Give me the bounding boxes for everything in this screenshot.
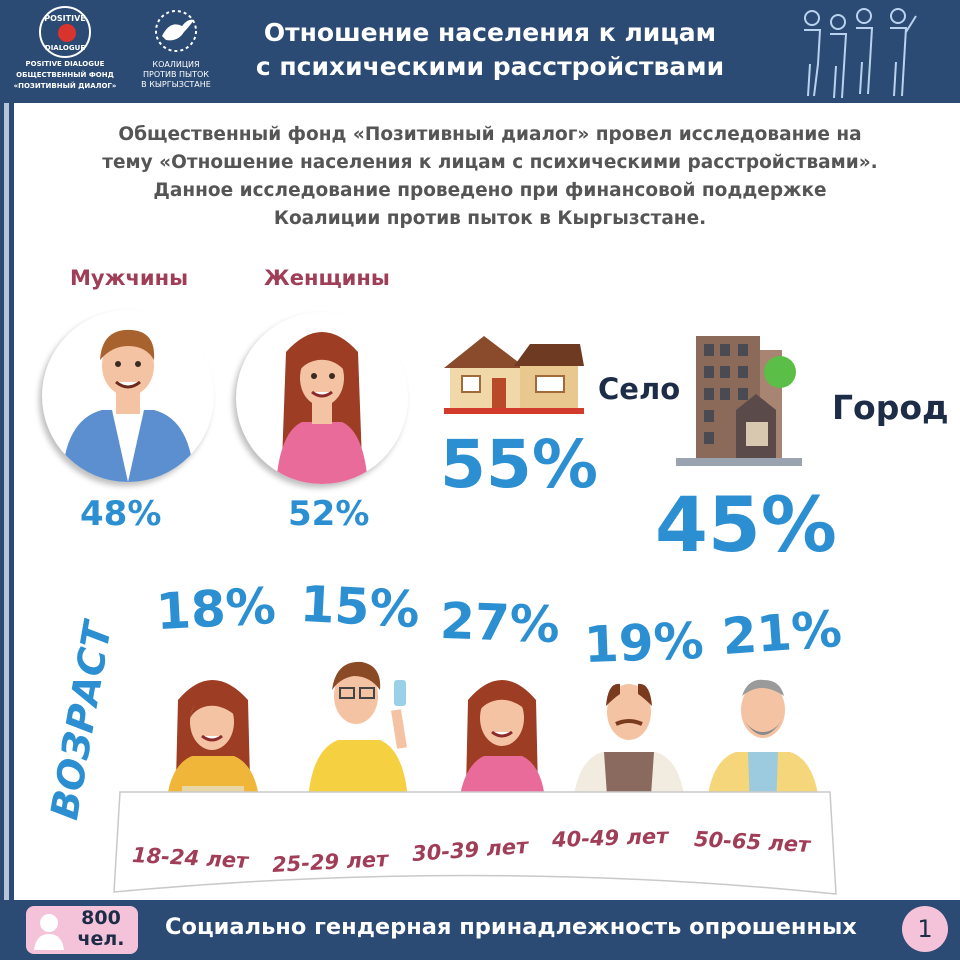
respondent-count-unit: чел. xyxy=(77,928,125,950)
city-label: Город xyxy=(832,388,949,427)
person-icon xyxy=(34,914,64,950)
side-bar-stripe xyxy=(4,103,9,900)
positive-dialogue-logo: POSITIVE DIALOGUE POSITIVE DIALOGUE ОБЩЕ… xyxy=(10,6,120,98)
coalition-logo: КОАЛИЦИЯ ПРОТИВ ПЫТОК В КЫРГЫЗСТАНЕ xyxy=(128,6,224,98)
young-woman-figure-icon xyxy=(166,680,260,810)
respondent-count-badge: 800 чел. xyxy=(26,906,138,954)
man-with-phone-figure-icon xyxy=(308,661,408,800)
intro-line-4: Коалиции против пыток в Кыргызстане. xyxy=(273,208,707,229)
intro-line-2: тему «Отношение населения к лицам с псих… xyxy=(102,152,878,173)
logo2-line1: КОАЛИЦИЯ xyxy=(152,60,200,69)
age-percent-50-65: 21% xyxy=(720,599,844,667)
intro-line-1: Общественный фонд «Позитивный диалог» пр… xyxy=(118,124,862,145)
logo2-line2: ПРОТИВ ПЫТОК xyxy=(143,70,209,79)
village-percent: 55% xyxy=(440,426,598,503)
age-percent-30-39: 27% xyxy=(439,591,561,655)
logo1-line1: POSITIVE DIALOGUE xyxy=(25,60,105,68)
logo-circle-top-text: POSITIVE xyxy=(44,14,86,23)
women-label: Женщины xyxy=(264,266,390,290)
page-title: Отношение населения к лицам с психически… xyxy=(200,16,780,84)
title-line-1: Отношение населения к лицам xyxy=(263,18,717,47)
logo1-line3: «ПОЗИТИВНЫЙ ДИАЛОГ» xyxy=(13,82,117,90)
logo-figure-icon xyxy=(58,24,76,42)
woman-avatar xyxy=(236,312,408,484)
header-bar: POSITIVE DIALOGUE POSITIVE DIALOGUE ОБЩЕ… xyxy=(0,0,960,103)
intro-line-3: Данное исследование проведено при финанс… xyxy=(153,180,827,201)
dove-icon xyxy=(155,10,197,52)
age-ribbon-banner xyxy=(113,791,837,895)
age-heading: ВОЗРАСТ xyxy=(42,618,121,823)
women-percent: 52% xyxy=(288,494,370,534)
woman-illustration-icon xyxy=(276,332,368,484)
left-side-bar xyxy=(0,103,14,900)
man-illustration-icon xyxy=(62,329,194,482)
city-percent: 45% xyxy=(655,480,837,569)
age-percent-18-24: 18% xyxy=(154,576,278,642)
house-icon xyxy=(444,336,584,414)
respondent-count: 800 чел. xyxy=(70,908,132,950)
man-avatar xyxy=(42,310,214,482)
intro-text: Общественный фонд «Позитивный диалог» пр… xyxy=(40,121,940,233)
footer-caption: Социально гендерная принадлежность опрош… xyxy=(165,914,857,940)
positive-dialogue-emblem-icon: POSITIVE DIALOGUE xyxy=(39,6,91,58)
logo2-line3: В КЫРГЫЗСТАНЕ xyxy=(141,80,211,89)
respondent-count-number: 800 xyxy=(81,907,121,929)
village-label: Село xyxy=(598,372,681,406)
title-line-2: с психическими расстройствами xyxy=(255,52,725,81)
logo1-line2: ОБЩЕСТВЕННЫЙ ФОНД xyxy=(16,71,114,79)
people-group-icon xyxy=(804,8,917,99)
age-range-40-49: 40-49 лет xyxy=(551,823,669,853)
building-icon xyxy=(676,336,802,466)
logo-circle-bottom-text: DIALOGUE xyxy=(44,44,86,52)
page-number-badge: 1 xyxy=(902,906,948,952)
age-percent-25-29: 15% xyxy=(298,574,422,640)
men-label: Мужчины xyxy=(70,266,189,290)
men-percent: 48% xyxy=(80,494,162,534)
footer-bar xyxy=(0,900,960,960)
